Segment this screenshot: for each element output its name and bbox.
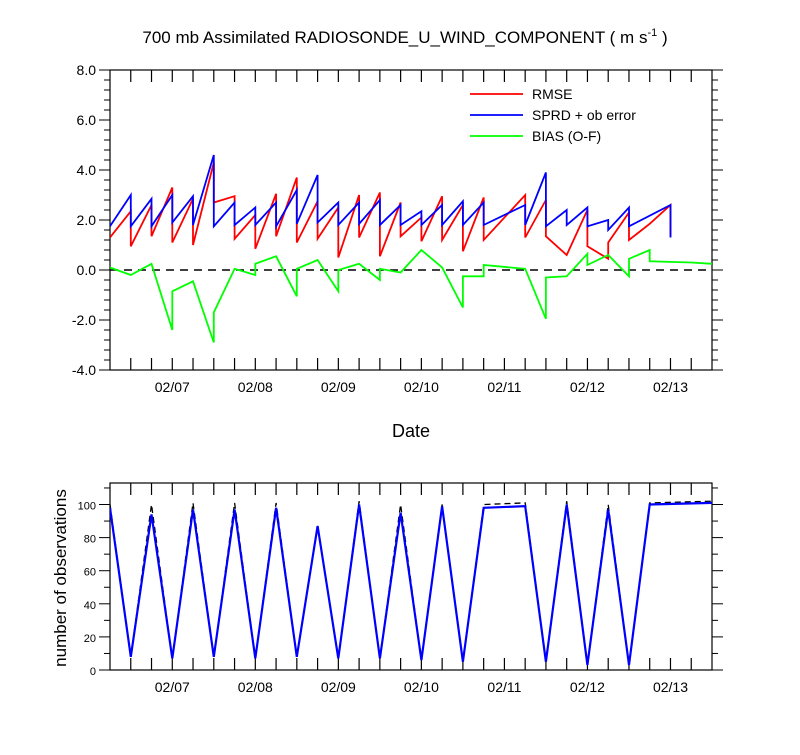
x-tick-label: 02/09 — [321, 379, 356, 395]
x-tick-label: 02/11 — [487, 379, 521, 395]
x-tick-label: 02/08 — [238, 379, 273, 395]
y-tick-label: 40 — [84, 600, 96, 612]
y-tick-label: 60 — [84, 567, 96, 579]
x-tick-label: 02/12 — [570, 679, 605, 695]
x-tick-label: 02/07 — [155, 379, 190, 395]
bottom-plot-area: 02/07 02/08 02/09 02/10 02/11 02/12 02/13 0 20 40… — [78, 482, 723, 695]
y-tick-label: 80 — [84, 534, 96, 546]
y-tick-label: -2.0 — [72, 312, 96, 328]
x-tick-label: 02/11 — [487, 679, 521, 695]
y-tick-label: -4.0 — [72, 362, 96, 378]
top-plot-area: 02/07 02/08 02/09 02/10 02/11 02/12 02/13 -4.0 -… — [72, 62, 723, 395]
series-line-observations-assimilated — [110, 501, 712, 666]
top-x-axis-label: Date — [392, 421, 430, 441]
x-tick-label: 02/12 — [570, 379, 605, 395]
x-tick-label: 02/09 — [321, 679, 356, 695]
x-tick-label: 02/13 — [653, 679, 688, 695]
y-tick-label: 8.0 — [77, 62, 97, 78]
x-tick-label: 02/08 — [238, 679, 273, 695]
y-tick-label: 20 — [84, 633, 96, 645]
x-tick-label: 02/10 — [404, 379, 439, 395]
title-suffix: ) — [657, 28, 667, 47]
y-tick-label: 2.0 — [77, 212, 97, 228]
legend-label: SPRD + ob error — [532, 107, 636, 123]
y-tick-label: 0.0 — [77, 262, 97, 278]
y-tick-label: 100 — [78, 501, 96, 513]
title-superscript: -1 — [647, 27, 657, 39]
y-tick-label: 4.0 — [77, 162, 97, 178]
series-line-bias-o-f- — [110, 248, 712, 343]
legend-label: BIAS (O-F) — [532, 128, 601, 144]
legend-label: RMSE — [532, 86, 572, 102]
plot-frame-1 — [109, 482, 713, 671]
x-tick-label: 02/13 — [653, 379, 688, 395]
y-tick-label: 0 — [90, 666, 96, 678]
x-tick-label: 02/07 — [155, 679, 190, 695]
y-tick-label: 6.0 — [77, 112, 97, 128]
chart-title: 700 mb Assimilated RADIOSONDE_U_WIND_COM… — [142, 27, 667, 47]
legend: RMSE SPRD + ob error BIAS (O-F) — [470, 86, 636, 144]
x-tick-label: 02/10 — [404, 679, 439, 695]
series-line-sprd-ob-error — [110, 154, 672, 238]
series-line-rmse — [110, 162, 672, 261]
bottom-y-axis-label: number of observations — [51, 489, 70, 667]
